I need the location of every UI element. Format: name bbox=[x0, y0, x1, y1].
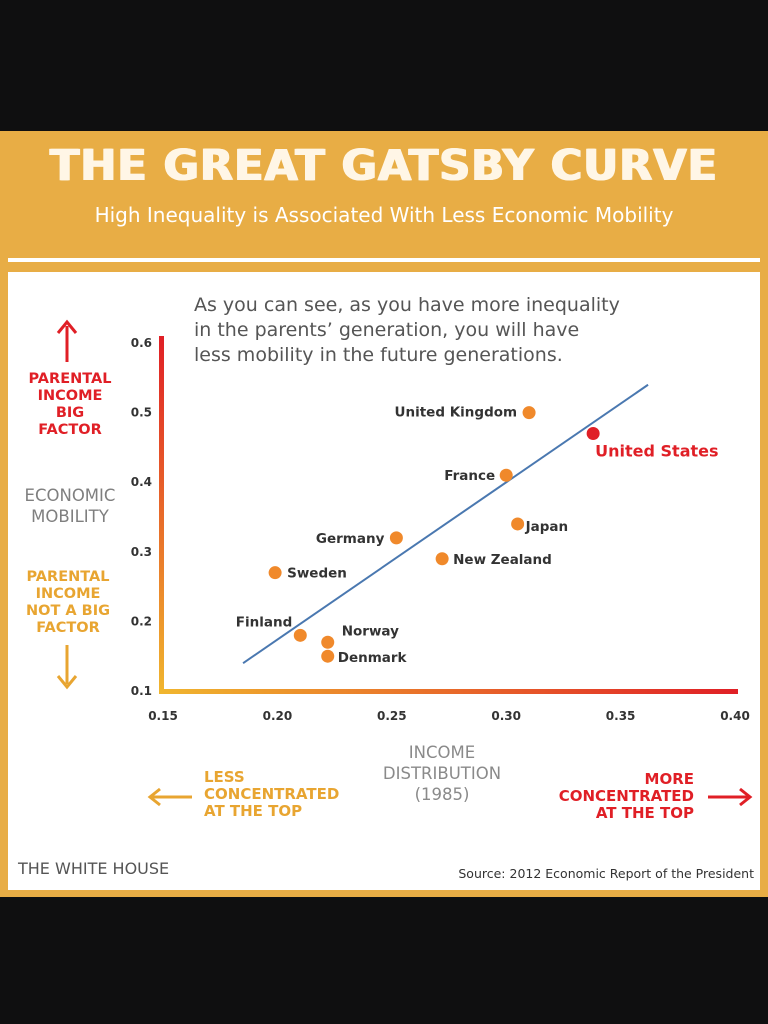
y-label-top-line: INCOME bbox=[37, 388, 103, 404]
arrow-down-icon bbox=[56, 645, 78, 690]
data-point bbox=[435, 552, 449, 566]
data-point bbox=[321, 635, 335, 649]
x-label-left-line: CONCENTRATED bbox=[204, 785, 340, 803]
x-label-left: LESS CONCENTRATED AT THE TOP bbox=[204, 769, 339, 820]
data-point-label: Finland bbox=[236, 614, 292, 630]
y-tick-label: 0.2 bbox=[131, 614, 152, 628]
data-point bbox=[293, 628, 307, 642]
y-label-top: PARENTAL INCOME BIG FACTOR bbox=[12, 371, 128, 439]
arrow-left-icon bbox=[147, 787, 192, 807]
y-label-bottom-line: PARENTAL bbox=[26, 569, 110, 585]
data-point bbox=[586, 426, 600, 440]
x-axis-title-line: DISTRIBUTION bbox=[382, 764, 502, 783]
x-tick-label: 0.35 bbox=[606, 709, 636, 723]
arrow-right-icon bbox=[708, 787, 753, 807]
data-point-label: United Kingdom bbox=[395, 405, 518, 421]
x-tick-label: 0.25 bbox=[377, 709, 407, 723]
data-point bbox=[499, 468, 513, 482]
data-point-label: Denmark bbox=[338, 650, 408, 666]
y-label-middle-line: ECONOMIC bbox=[24, 486, 116, 505]
x-label-right-line: CONCENTRATED bbox=[558, 787, 694, 805]
data-point bbox=[511, 517, 525, 531]
y-label-top-line: PARENTAL bbox=[28, 371, 112, 387]
x-tick-label: 0.30 bbox=[491, 709, 521, 723]
y-label-bottom-line: INCOME bbox=[35, 586, 101, 602]
x-label-left-line: AT THE TOP bbox=[204, 802, 303, 820]
data-point-label: Germany bbox=[316, 531, 385, 547]
y-tick-label: 0.3 bbox=[131, 545, 152, 559]
annotation-line-3: less mobility in the future generations. bbox=[194, 344, 563, 366]
y-tick-label: 0.4 bbox=[131, 475, 152, 489]
page-title: THE GREAT GATSBY CURVE bbox=[50, 141, 718, 191]
subtitle: High Inequality is Associated With Less … bbox=[94, 203, 674, 227]
y-tick-label: 0.6 bbox=[131, 336, 152, 350]
arrow-up-icon bbox=[56, 319, 78, 362]
x-tick-label: 0.15 bbox=[148, 709, 178, 723]
tick-labels: 0.15 0.20 0.25 0.30 0.35 0.40 0.1 0.2 0.3 0.4 0.5 0… bbox=[131, 336, 750, 723]
data-points: United Kingdom United States France Japan Ge… bbox=[236, 405, 719, 667]
data-point-label: France bbox=[444, 468, 495, 484]
x-label-right-line: AT THE TOP bbox=[595, 804, 694, 822]
x-label-right-line: MORE bbox=[644, 770, 694, 788]
x-axis-title: INCOME DISTRIBUTION (1985) bbox=[356, 742, 528, 805]
data-point-label: United States bbox=[595, 441, 718, 460]
data-point bbox=[268, 566, 282, 580]
data-point bbox=[522, 406, 536, 420]
data-point-label: New Zealand bbox=[453, 552, 552, 568]
data-point-label: Norway bbox=[342, 623, 399, 639]
y-tick-label: 0.1 bbox=[131, 684, 152, 698]
y-label-middle: ECONOMIC MOBILITY bbox=[8, 485, 132, 527]
infographic-frame: THE GREAT GATSBY CURVE High Inequality i… bbox=[0, 131, 768, 897]
trend-line bbox=[242, 383, 649, 664]
divider bbox=[8, 258, 760, 262]
annotation-line-1: As you can see, as you have more inequal… bbox=[194, 294, 620, 316]
x-label-left-line: LESS bbox=[204, 768, 245, 786]
data-point-label: Japan bbox=[525, 519, 569, 535]
y-label-bottom-line: FACTOR bbox=[36, 620, 100, 636]
x-axis bbox=[159, 689, 738, 694]
x-axis-title-line: (1985) bbox=[414, 785, 470, 804]
data-point bbox=[321, 649, 335, 663]
x-axis-title-line: INCOME bbox=[408, 743, 476, 762]
source-note: Source: 2012 Economic Report of the Pres… bbox=[458, 866, 754, 881]
chart-panel bbox=[8, 272, 760, 890]
data-point-label: Sweden bbox=[287, 566, 347, 582]
data-point bbox=[389, 531, 403, 545]
x-tick-label: 0.40 bbox=[720, 709, 750, 723]
y-label-bottom: PARENTAL INCOME NOT A BIG FACTOR bbox=[8, 569, 128, 637]
y-axis bbox=[159, 336, 164, 694]
y-label-top-line: FACTOR bbox=[38, 422, 102, 438]
y-label-top-line: BIG bbox=[55, 405, 85, 421]
trend-line-group bbox=[242, 383, 649, 664]
y-label-bottom-line: NOT A BIG bbox=[25, 603, 111, 619]
x-tick-label: 0.20 bbox=[263, 709, 293, 723]
white-house-credit: THE WHITE HOUSE bbox=[18, 859, 170, 878]
annotation-line-2: in the parents’ generation, you will hav… bbox=[194, 319, 579, 341]
y-label-middle-line: MOBILITY bbox=[31, 507, 109, 526]
y-tick-label: 0.5 bbox=[131, 406, 152, 420]
x-label-right: MORE CONCENTRATED AT THE TOP bbox=[532, 771, 694, 822]
